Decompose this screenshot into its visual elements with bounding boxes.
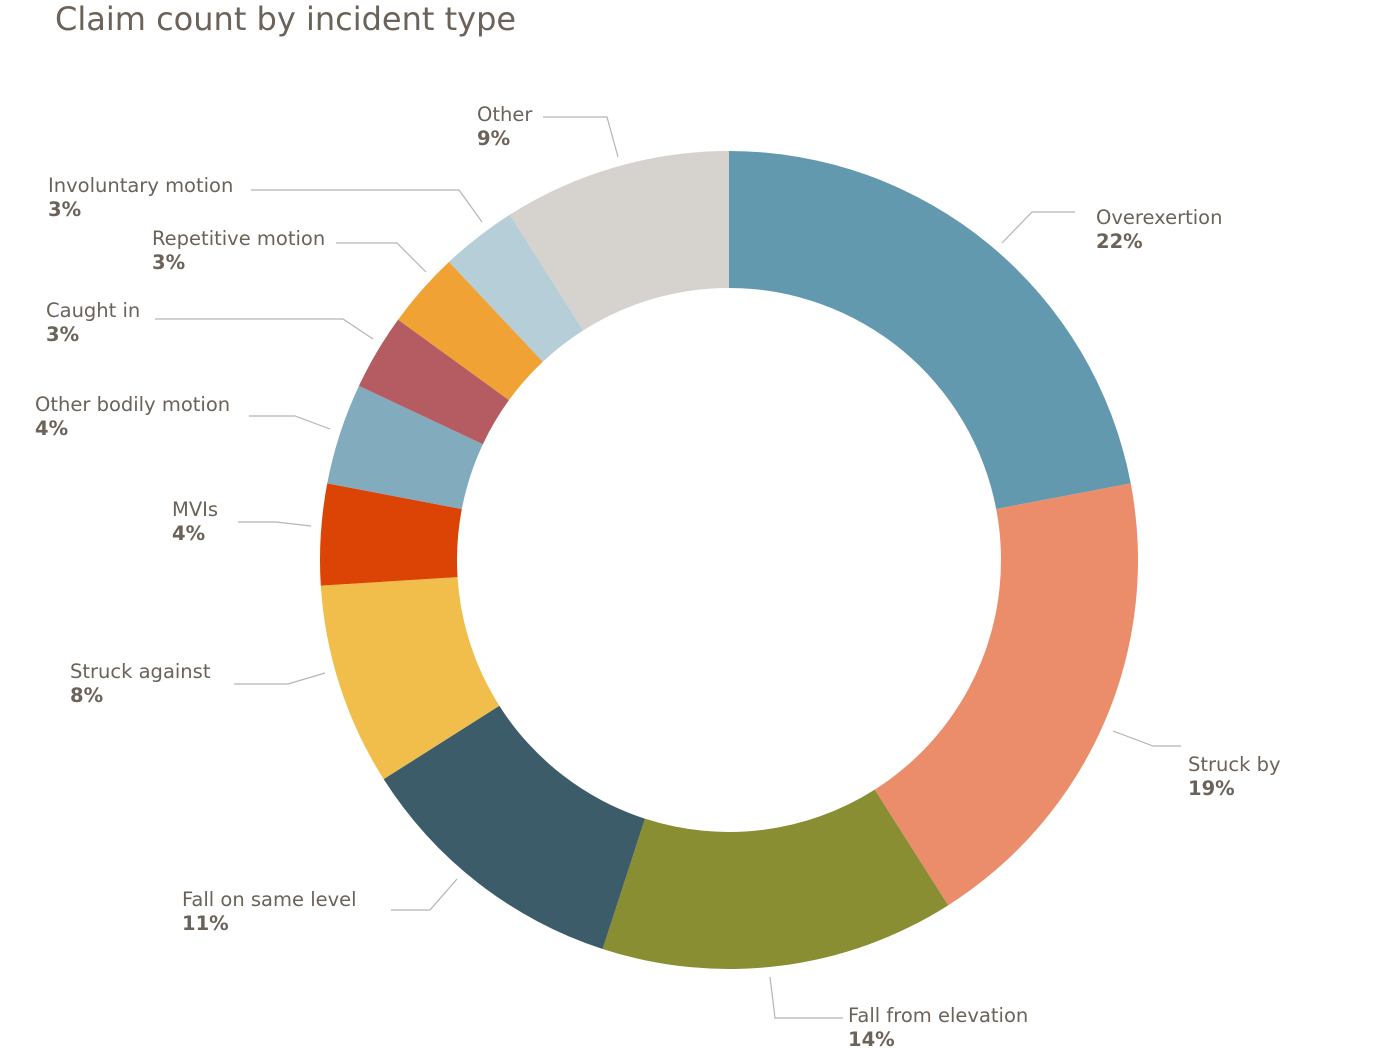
label-fall-on-same-level: Fall on same level <box>182 888 357 911</box>
value-struck-by: 19% <box>1188 777 1235 800</box>
value-other: 9% <box>477 127 510 150</box>
leader-line <box>1001 211 1075 244</box>
label-mvis: MVIs <box>172 498 218 521</box>
label-caught-in: Caught in <box>46 299 140 322</box>
label-fall-from-elevation: Fall from elevation <box>848 1004 1028 1027</box>
label-overexertion: Overexertion <box>1096 206 1222 229</box>
label-struck-by: Struck by <box>1188 753 1281 776</box>
slice-mvis <box>320 483 462 586</box>
leader-line <box>251 189 483 223</box>
value-fall-on-same-level: 11% <box>182 912 229 935</box>
value-repetitive-motion: 3% <box>152 251 185 274</box>
value-mvis: 4% <box>172 522 205 545</box>
leader-line <box>238 521 312 527</box>
value-involuntary-motion: 3% <box>48 198 81 221</box>
value-struck-against: 8% <box>70 684 103 707</box>
leader-line <box>336 242 427 273</box>
slice-overexertion <box>729 151 1131 510</box>
value-fall-from-elevation: 14% <box>848 1028 895 1051</box>
leader-line <box>1112 730 1181 747</box>
chart-title: Claim count by incident type <box>55 0 517 38</box>
leader-line <box>543 116 619 158</box>
value-caught-in: 3% <box>46 323 79 346</box>
slice-caught-in <box>358 319 509 445</box>
leader-line <box>391 878 458 911</box>
label-struck-against: Struck against <box>70 660 211 683</box>
slice-other-bodily-motion <box>327 385 483 510</box>
label-involuntary-motion: Involuntary motion <box>48 174 233 197</box>
slice-fall-on-same-level <box>383 705 645 949</box>
slice-struck-by <box>874 483 1138 906</box>
slice-fall-from-elevation <box>602 789 949 969</box>
leader-line <box>234 672 326 685</box>
value-overexertion: 22% <box>1096 230 1143 253</box>
slice-other <box>509 151 729 331</box>
leader-line <box>769 976 843 1019</box>
leader-lines <box>155 116 1181 1019</box>
value-other-bodily-motion: 4% <box>35 417 68 440</box>
label-other: Other <box>477 103 533 126</box>
donut-slices <box>320 151 1138 969</box>
slice-repetitive-motion <box>398 261 543 401</box>
label-repetitive-motion: Repetitive motion <box>152 227 325 250</box>
slice-struck-against <box>320 577 500 780</box>
leader-line <box>249 415 331 430</box>
slice-involuntary-motion <box>449 214 584 362</box>
label-other-bodily-motion: Other bodily motion <box>35 393 230 416</box>
leader-line <box>155 318 374 340</box>
